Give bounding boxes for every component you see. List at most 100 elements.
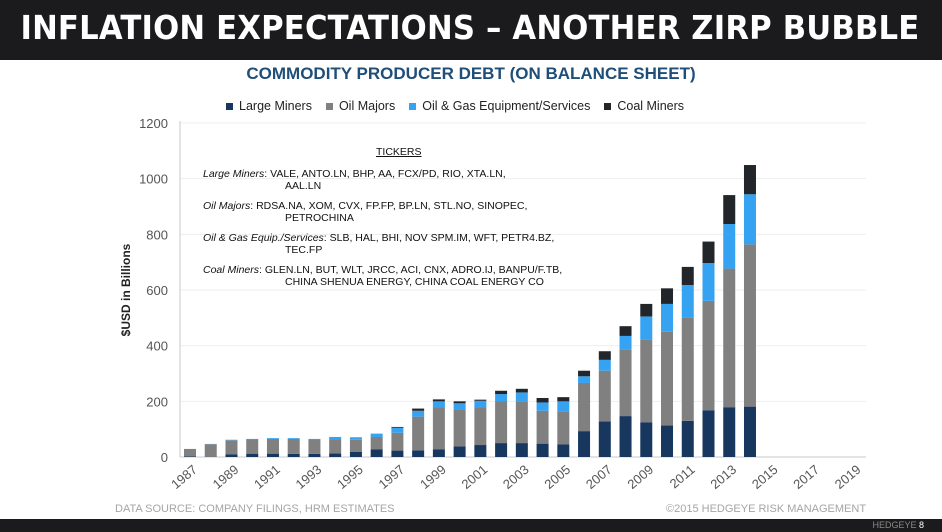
ticker-group-label: Oil & Gas Equip./Services (203, 232, 324, 244)
bar-segment (619, 335, 632, 350)
bar-segment (536, 402, 549, 411)
x-tick-label: 1987 (168, 462, 200, 492)
footer-bar: HEDGEYE 8 (0, 519, 942, 532)
bar-segment (287, 453, 300, 457)
brand: HEDGEYE (872, 520, 917, 530)
bar-segment (681, 420, 694, 457)
bar-segment (453, 409, 466, 447)
ticker-list-cont: CHINA SHENUA ENERGY, CHINA COAL ENERGY C… (285, 276, 544, 288)
ticker-group: Large Miners: VALE, ANTO.LN, BHP, AA, FC… (203, 168, 506, 192)
bar-segment (536, 443, 549, 457)
bar-segment (391, 432, 404, 451)
bar-segment (557, 397, 570, 402)
y-tick-label: 600 (146, 283, 168, 298)
bar-segment (225, 439, 238, 441)
legend-item: Large Miners (226, 99, 312, 113)
bar-segment (432, 449, 445, 457)
x-tick-label: 2017 (790, 462, 822, 492)
copyright: ©2015 HEDGEYE RISK MANAGEMENT (666, 503, 867, 515)
bar-segment (184, 448, 196, 457)
bar-segment (412, 408, 425, 411)
bar-segment (266, 438, 279, 439)
bar-segment (329, 436, 342, 440)
ticker-group-label: Coal Miners (203, 264, 260, 276)
legend-label: Oil & Gas Equipment/Services (422, 99, 591, 113)
bar-segment (557, 411, 570, 445)
x-tick-label: 2015 (749, 462, 781, 492)
bar-segment (661, 425, 674, 457)
bar-segment (495, 394, 508, 402)
bar-segment (349, 451, 362, 457)
bar-segment (474, 407, 487, 446)
legend-label: Oil Majors (338, 99, 396, 113)
bar-segment (184, 456, 196, 457)
bar-segment (246, 438, 259, 440)
bar-segment (723, 224, 736, 269)
bar-segment (619, 416, 632, 457)
bar-segment (246, 439, 259, 454)
x-tick-label: 2013 (707, 462, 739, 492)
ticker-list-cont: PETROCHINA (285, 212, 354, 224)
bar-segment (391, 427, 404, 433)
bar-segment (391, 450, 404, 457)
y-tick-label: 0 (161, 450, 168, 465)
x-tick-label: 1991 (251, 462, 283, 492)
bar-segment (474, 400, 487, 408)
x-tick-label: 2007 (583, 462, 615, 492)
ticker-list: : GLEN.LN, BUT, WLT, JRCC, ACI, CNX, ADR… (259, 264, 563, 276)
bar-segment (225, 440, 238, 455)
bar-segment (723, 195, 736, 225)
bar-segment (432, 399, 445, 402)
bar-segment (598, 370, 611, 422)
ticker-group: Coal Miners: GLEN.LN, BUT, WLT, JRCC, AC… (203, 264, 562, 288)
bar-segment (661, 331, 674, 426)
bar-segment (723, 268, 736, 408)
bar-segment (349, 437, 362, 440)
bar-segment (308, 438, 321, 440)
bar-segment (619, 349, 632, 417)
bar-segment (640, 316, 653, 340)
ticker-group-label: Large Miners (203, 168, 265, 180)
legend-item: Oil & Gas Equipment/Services (409, 99, 590, 113)
bar-segment (578, 431, 591, 457)
bar-segment (412, 416, 425, 451)
bar-segment (681, 266, 694, 285)
bar-segment (702, 263, 715, 301)
legend-label: Coal Miners (617, 99, 685, 113)
x-tick-label: 1999 (417, 462, 449, 492)
y-tick-label: 1000 (139, 172, 168, 187)
y-tick-label: 200 (146, 394, 168, 409)
header-bar: INFLATION EXPECTATIONS – ANOTHER ZIRP BU… (0, 0, 942, 60)
bar-segment (287, 438, 300, 454)
page-title: INFLATION EXPECTATIONS – ANOTHER ZIRP BU… (20, 8, 920, 47)
bar-segment (640, 339, 653, 423)
legend-item: Oil Majors (325, 99, 396, 113)
bar-segment (743, 406, 756, 457)
bar-segment (266, 453, 279, 457)
x-tick-label: 1997 (376, 462, 408, 492)
bar-segment (370, 433, 383, 437)
ticker-list: : VALE, ANTO.LN, BHP, AA, FCX/PD, RIO, X… (264, 168, 506, 180)
bar-segment (661, 288, 674, 304)
bar-segment (640, 422, 653, 457)
ticker-list: : SLB, HAL, BHI, NOV SPM.IM, WFT, PETR4.… (323, 232, 555, 244)
legend-swatch (409, 103, 417, 111)
x-tick-label: 2003 (500, 462, 532, 492)
bar-segment (432, 407, 445, 450)
y-axis-label: $USD in Billions (119, 243, 133, 336)
legend: Large Miners Oil Majors Oil & Gas Equipmen… (226, 99, 684, 113)
bar-segment (474, 445, 487, 457)
ticker-group: Oil & Gas Equip./Services: SLB, HAL, BHI… (203, 232, 554, 256)
bar-segment (598, 359, 611, 371)
bar-segment (578, 370, 591, 377)
bar-segment (515, 388, 528, 393)
x-tick-label: 1995 (334, 462, 366, 492)
bar-segment (495, 443, 508, 457)
bar-segment (536, 397, 549, 403)
page-number: 8 (918, 520, 924, 530)
bar-segment (743, 244, 756, 407)
bar-segment (308, 453, 321, 457)
bar-segment (681, 284, 694, 318)
bar-segment (681, 317, 694, 421)
